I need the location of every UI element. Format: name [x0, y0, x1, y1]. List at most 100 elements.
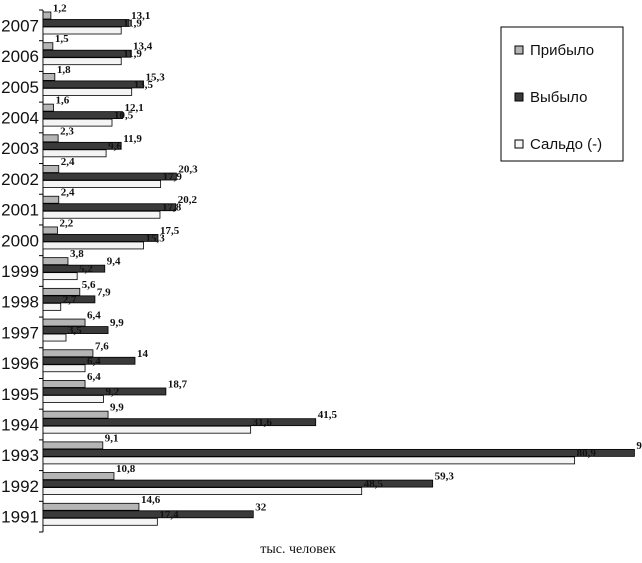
- data-label: 11,9: [123, 18, 142, 30]
- bar-balance: [42, 395, 104, 403]
- data-label: 59,3: [435, 471, 455, 483]
- data-label: 15,3: [146, 71, 166, 83]
- legend-label: Сальдо (-): [530, 136, 602, 153]
- data-label: 1,6: [56, 95, 70, 107]
- bar-balance: [42, 425, 252, 434]
- data-label: 6,4: [87, 371, 101, 383]
- bar-departed: [42, 264, 106, 273]
- plot-area: 20071,213,111,920061,513,411,920051,815,…: [1, 3, 642, 533]
- bar-arrived: [42, 287, 81, 296]
- bar-departed: [42, 448, 635, 457]
- legend-swatch: [514, 45, 524, 55]
- data-label: 14,6: [141, 494, 161, 506]
- bar-balance: [42, 88, 133, 96]
- bar-arrived: [42, 349, 94, 358]
- bar-balance: [42, 149, 107, 158]
- legend: Прибыло Выбыло Сальдо (-): [500, 26, 624, 162]
- year-tick-label: 2003: [1, 139, 39, 158]
- bar-arrived: [42, 472, 115, 480]
- bar-departed: [42, 141, 122, 150]
- bar-arrived: [42, 165, 60, 173]
- bar-balance: [42, 26, 122, 35]
- bar-arrived: [42, 134, 59, 143]
- bar-departed: [42, 234, 159, 242]
- data-label: 6,4: [87, 310, 101, 322]
- data-label: 13,5: [134, 79, 154, 91]
- bar-balance: [42, 456, 576, 465]
- bar-arrived: [42, 42, 54, 51]
- data-label: 14: [137, 348, 149, 360]
- bar-balance: [42, 180, 162, 188]
- year-tick-label: 1997: [1, 323, 39, 342]
- year-tick-label: 2005: [1, 78, 39, 97]
- data-label: 9,6: [108, 140, 122, 152]
- data-label: 7,6: [95, 340, 109, 352]
- data-label: 12,1: [125, 102, 144, 114]
- data-label: 5,2: [79, 263, 93, 275]
- year-tick-label: 2004: [1, 108, 39, 127]
- bar-arrived: [42, 410, 109, 419]
- data-label: 2,4: [61, 187, 75, 199]
- data-label: 1,2: [53, 3, 67, 15]
- data-label: 3,5: [68, 325, 82, 337]
- year-tick-label: 2006: [1, 47, 39, 66]
- bar-arrived: [42, 380, 86, 388]
- bar-balance: [42, 241, 144, 250]
- data-label: 9,9: [110, 317, 124, 329]
- data-label: 9,4: [107, 256, 121, 268]
- legend-label: Прибыло: [530, 42, 594, 59]
- year-tick-label: 2002: [1, 170, 39, 189]
- year-tick-label: 1992: [1, 477, 39, 496]
- year-tick-label: 2001: [1, 201, 39, 220]
- legend-swatch: [514, 139, 524, 149]
- bar-balance: [42, 517, 158, 526]
- bar-departed: [42, 172, 177, 181]
- data-label: 18,7: [168, 378, 188, 390]
- data-label: 13,1: [131, 10, 150, 22]
- data-label: 2,3: [60, 125, 74, 137]
- data-label: 20,2: [178, 194, 198, 206]
- data-label: 31,6: [253, 417, 273, 429]
- bar-arrived: [42, 226, 58, 235]
- data-label: 80,9: [577, 447, 597, 459]
- legend-swatch: [514, 92, 524, 102]
- data-label: 5,6: [82, 279, 96, 291]
- data-label: 7,9: [97, 286, 111, 298]
- data-label: 10,8: [116, 463, 136, 475]
- bar-balance: [42, 210, 161, 219]
- data-label: 9,1: [105, 432, 119, 444]
- year-tick-label: 1993: [1, 446, 39, 465]
- bar-balance: [42, 272, 78, 281]
- bar-balance: [42, 364, 86, 373]
- bar-arrived: [42, 441, 104, 450]
- bar-balance: [42, 487, 363, 495]
- year-tick-label: 1999: [1, 262, 39, 281]
- data-label: 9,2: [105, 386, 119, 398]
- bar-arrived: [42, 195, 60, 204]
- bar-departed: [42, 295, 96, 304]
- bar-arrived: [42, 502, 140, 511]
- bar-departed: [42, 418, 317, 427]
- bar-departed: [42, 387, 167, 396]
- bar-departed: [42, 80, 144, 89]
- bar-balance: [42, 333, 67, 342]
- bar-departed: [42, 479, 434, 488]
- bar-arrived: [42, 318, 86, 327]
- bar-departed: [42, 203, 177, 212]
- bar-departed: [42, 19, 130, 27]
- data-label: 6,4: [87, 355, 101, 367]
- data-label: 11,9: [123, 133, 142, 145]
- data-label: 90: [636, 440, 642, 452]
- data-label: 13,4: [133, 41, 153, 53]
- data-label: 2,4: [61, 156, 75, 168]
- bar-departed: [42, 326, 109, 334]
- data-label: 17,9: [163, 171, 183, 183]
- bar-balance: [42, 302, 62, 311]
- data-label: 17,5: [160, 225, 180, 237]
- data-label: 10,5: [114, 110, 134, 122]
- bar-arrived: [42, 257, 69, 266]
- year-tick-label: 2000: [1, 231, 39, 250]
- data-label: 48,5: [364, 478, 384, 490]
- data-label: 9,9: [110, 402, 124, 414]
